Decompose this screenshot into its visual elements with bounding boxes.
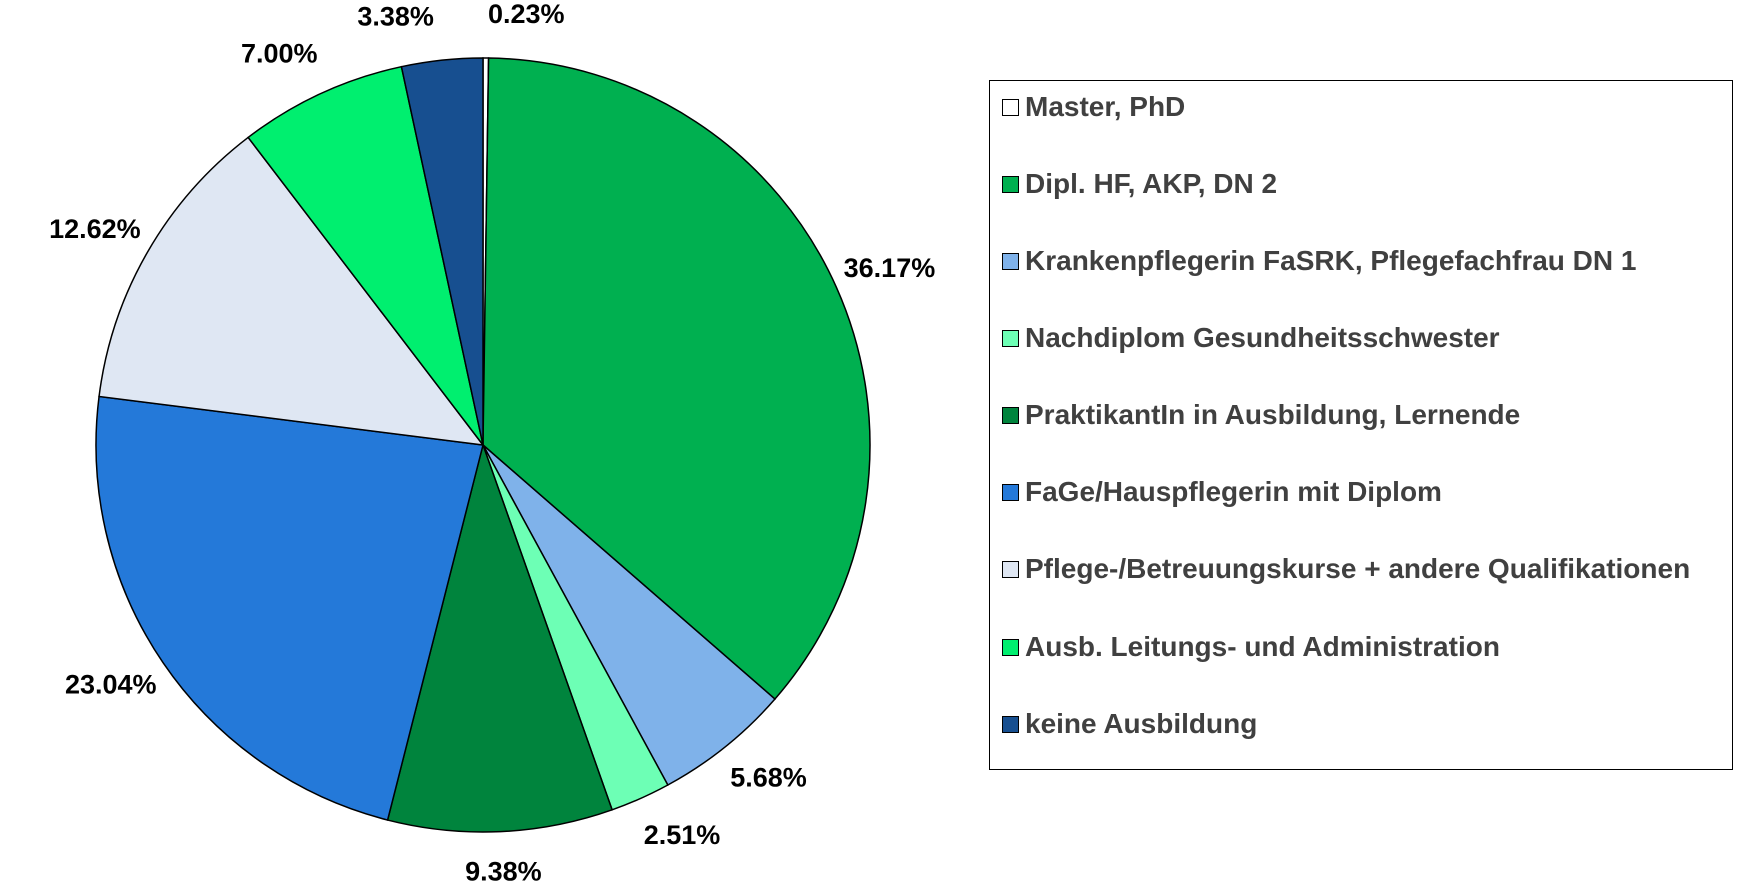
data-label: 36.17% — [844, 253, 936, 283]
legend-label: FaGe/Hauspflegerin mit Diplom — [1025, 476, 1442, 507]
legend-item: FaGe/Hauspflegerin mit Diplom — [1002, 474, 1722, 510]
legend-item: Krankenpflegerin FaSRK, Pflegefachfrau D… — [1002, 243, 1722, 279]
legend-label: keine Ausbildung — [1025, 708, 1258, 739]
legend-swatch — [1002, 330, 1019, 347]
legend-item: Pflege-/Betreuungskurse + andere Qualifi… — [1002, 551, 1722, 587]
legend-label: Nachdiplom Gesundheitsschwester — [1025, 322, 1500, 353]
legend-item: Master, PhD — [1002, 89, 1722, 125]
legend-label: Pflege-/Betreuungskurse + andere Qualifi… — [1025, 553, 1691, 584]
data-label: 3.38% — [357, 2, 434, 32]
legend-swatch — [1002, 99, 1019, 116]
legend: Master, PhD Dipl. HF, AKP, DN 2 Krankenpfl… — [989, 80, 1733, 770]
pie-slice — [95, 395, 484, 821]
legend-item: Nachdiplom Gesundheitsschwester — [1002, 320, 1722, 356]
pie-slice — [98, 136, 485, 446]
data-label: 23.04% — [65, 670, 157, 700]
pie-slice — [482, 444, 777, 787]
data-label: 2.51% — [644, 820, 721, 850]
legend-item: Dipl. HF, AKP, DN 2 — [1002, 166, 1722, 202]
pie-slice — [482, 57, 871, 701]
legend-label: PraktikantIn in Ausbildung, Lernende — [1025, 399, 1521, 430]
legend-label: Ausb. Leitungs- und Administration — [1025, 631, 1500, 662]
legend-label: Dipl. HF, AKP, DN 2 — [1025, 168, 1278, 199]
data-label: 12.62% — [49, 214, 141, 244]
legend-swatch — [1002, 716, 1019, 733]
pie-chart: 0.23% 36.17% 5.68% 2.51% 9.38% 23.04% 12.62% 7.… — [49, 0, 936, 885]
legend-swatch — [1002, 407, 1019, 424]
pie-slice — [400, 57, 484, 446]
pie-slice — [386, 442, 614, 833]
data-label: 9.38% — [465, 857, 542, 885]
data-label: 7.00% — [241, 39, 318, 69]
pie-slice — [247, 65, 484, 446]
legend-swatch — [1002, 561, 1019, 578]
legend-item: Ausb. Leitungs- und Administration — [1002, 629, 1722, 665]
legend-item: keine Ausbildung — [1002, 706, 1722, 742]
legend-swatch — [1002, 253, 1019, 270]
legend-item: PraktikantIn in Ausbildung, Lernende — [1002, 397, 1722, 433]
data-label: 0.23% — [488, 0, 565, 29]
legend-swatch — [1002, 484, 1019, 501]
legend-label: Krankenpflegerin FaSRK, Pflegefachfrau D… — [1025, 245, 1637, 276]
legend-swatch — [1002, 639, 1019, 656]
data-label: 5.68% — [730, 763, 807, 793]
legend-swatch — [1002, 176, 1019, 193]
legend-label: Master, PhD — [1025, 91, 1186, 122]
